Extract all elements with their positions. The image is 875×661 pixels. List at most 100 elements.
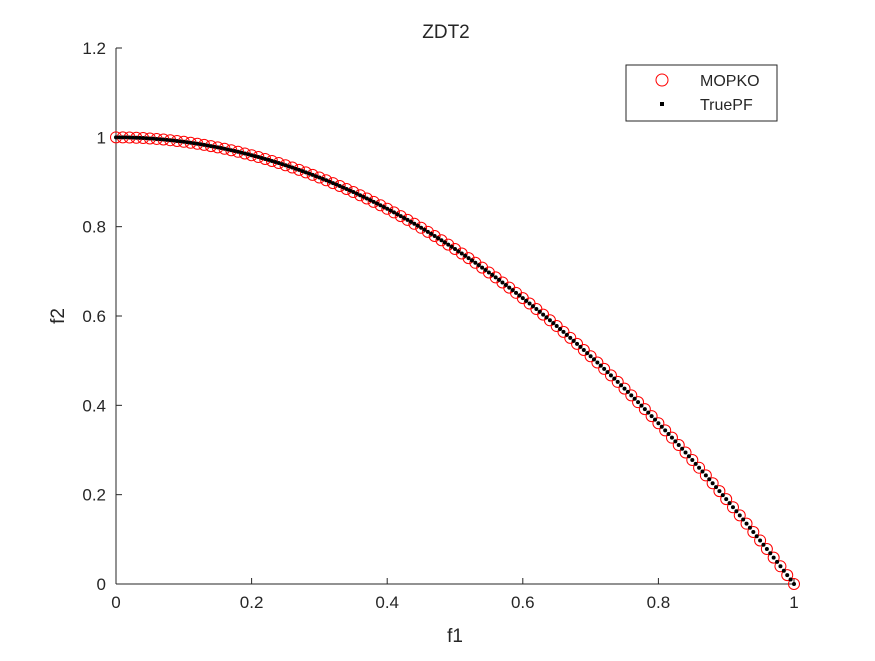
truepf-point <box>246 152 251 157</box>
truepf-point <box>710 481 715 486</box>
truepf-point <box>483 267 488 272</box>
truepf-point <box>236 149 241 154</box>
truepf-point <box>656 421 661 426</box>
mopko-point <box>265 154 278 167</box>
truepf-point <box>320 176 325 181</box>
truepf-point <box>669 435 674 440</box>
truepf-point <box>446 242 451 247</box>
mopko-point <box>299 166 312 179</box>
truepf-point <box>137 135 142 140</box>
truepf-point <box>788 577 793 582</box>
mopko-point <box>387 206 400 219</box>
mopko-point <box>435 234 448 247</box>
truepf-point <box>507 285 512 290</box>
mopko-point <box>367 195 380 208</box>
mopko-point <box>469 256 482 269</box>
truepf-point <box>422 227 427 232</box>
mopko-point <box>747 526 760 539</box>
truepf-point <box>219 146 224 151</box>
y-axis-title: f2 <box>48 308 69 324</box>
truepf-point <box>232 149 237 154</box>
truepf-point <box>619 383 624 388</box>
truepf-point <box>158 137 163 142</box>
truepf-point <box>466 256 471 261</box>
truepf-point <box>303 170 308 175</box>
legend-label-truepf: TruePF <box>700 97 753 114</box>
y-ticks: 0 0.2 0.4 0.6 0.8 1 1.2 <box>82 39 122 594</box>
mopko-point <box>767 551 780 564</box>
legend-box <box>625 64 778 122</box>
legend: MOPKO TruePF <box>625 64 778 122</box>
truepf-point <box>307 171 312 176</box>
chart-title: ZDT2 <box>422 22 470 43</box>
truepf-point <box>334 182 339 187</box>
x-tick-label: 0.4 <box>375 593 399 612</box>
truepf-point <box>130 135 135 140</box>
truepf-point <box>439 238 444 243</box>
truepf-point <box>612 376 617 381</box>
truepf-point <box>707 477 712 482</box>
truepf-point <box>524 298 529 303</box>
truepf-point <box>727 501 732 506</box>
truepf-point <box>636 400 641 405</box>
truepf-point <box>778 564 783 569</box>
mopko-point <box>699 469 712 482</box>
truepf-point <box>371 199 376 204</box>
truepf-point <box>327 179 332 184</box>
mopko-point <box>245 149 258 162</box>
truepf-point <box>191 141 196 146</box>
truepf-point <box>222 146 227 151</box>
truepf-point <box>378 203 383 208</box>
mopko-point <box>665 431 678 444</box>
truepf-point <box>622 386 627 391</box>
truepf-point <box>608 373 613 378</box>
mopko-point <box>238 147 251 160</box>
mopko-point <box>557 325 570 338</box>
x-tick-label: 0.6 <box>511 593 535 612</box>
truepf-point <box>310 172 315 177</box>
truepf-point <box>181 139 186 144</box>
truepf-point <box>398 214 403 219</box>
truepf-point <box>690 458 695 463</box>
y-tick-label: 1 <box>97 128 106 147</box>
y-tick-label: 0.2 <box>82 486 106 505</box>
truepf-point <box>615 379 620 384</box>
mopko-point <box>740 517 753 530</box>
mopko-point <box>408 217 421 230</box>
truepf-point <box>561 329 566 334</box>
legend-marker-truepf <box>660 102 664 106</box>
truepf-point <box>686 454 691 459</box>
mopko-point <box>232 145 245 158</box>
mopko-point <box>320 174 333 187</box>
truepf-point <box>175 138 180 143</box>
truepf-point <box>737 513 742 518</box>
mopko-point <box>760 542 773 555</box>
truepf-point <box>202 142 207 147</box>
x-tick-label: 1 <box>789 593 798 612</box>
truepf-point <box>276 161 281 166</box>
legend-marker-mopko <box>655 73 669 87</box>
truepf-point <box>164 137 169 142</box>
truepf-point <box>120 135 125 140</box>
truepf-point <box>564 332 569 337</box>
truepf-point <box>693 461 698 466</box>
truepf-point <box>751 530 756 535</box>
truepf-point <box>171 138 176 143</box>
mopko-point <box>279 159 292 172</box>
truepf-point <box>581 347 586 352</box>
truepf-point <box>514 290 519 295</box>
mopko-point <box>333 179 346 192</box>
mopko-point <box>252 151 265 164</box>
truepf-point <box>676 443 681 448</box>
truepf-point <box>208 144 213 149</box>
truepf-point <box>537 309 542 314</box>
mopko-point <box>577 343 590 356</box>
truepf-point <box>653 417 658 422</box>
truepf-point <box>195 141 200 146</box>
truepf-point <box>591 357 596 362</box>
truepf-point <box>768 551 773 556</box>
truepf-point <box>432 234 437 239</box>
truepf-point <box>419 225 424 230</box>
x-ticks: 0 0.2 0.4 0.6 0.8 1 <box>111 578 799 612</box>
truepf-point <box>527 301 532 306</box>
